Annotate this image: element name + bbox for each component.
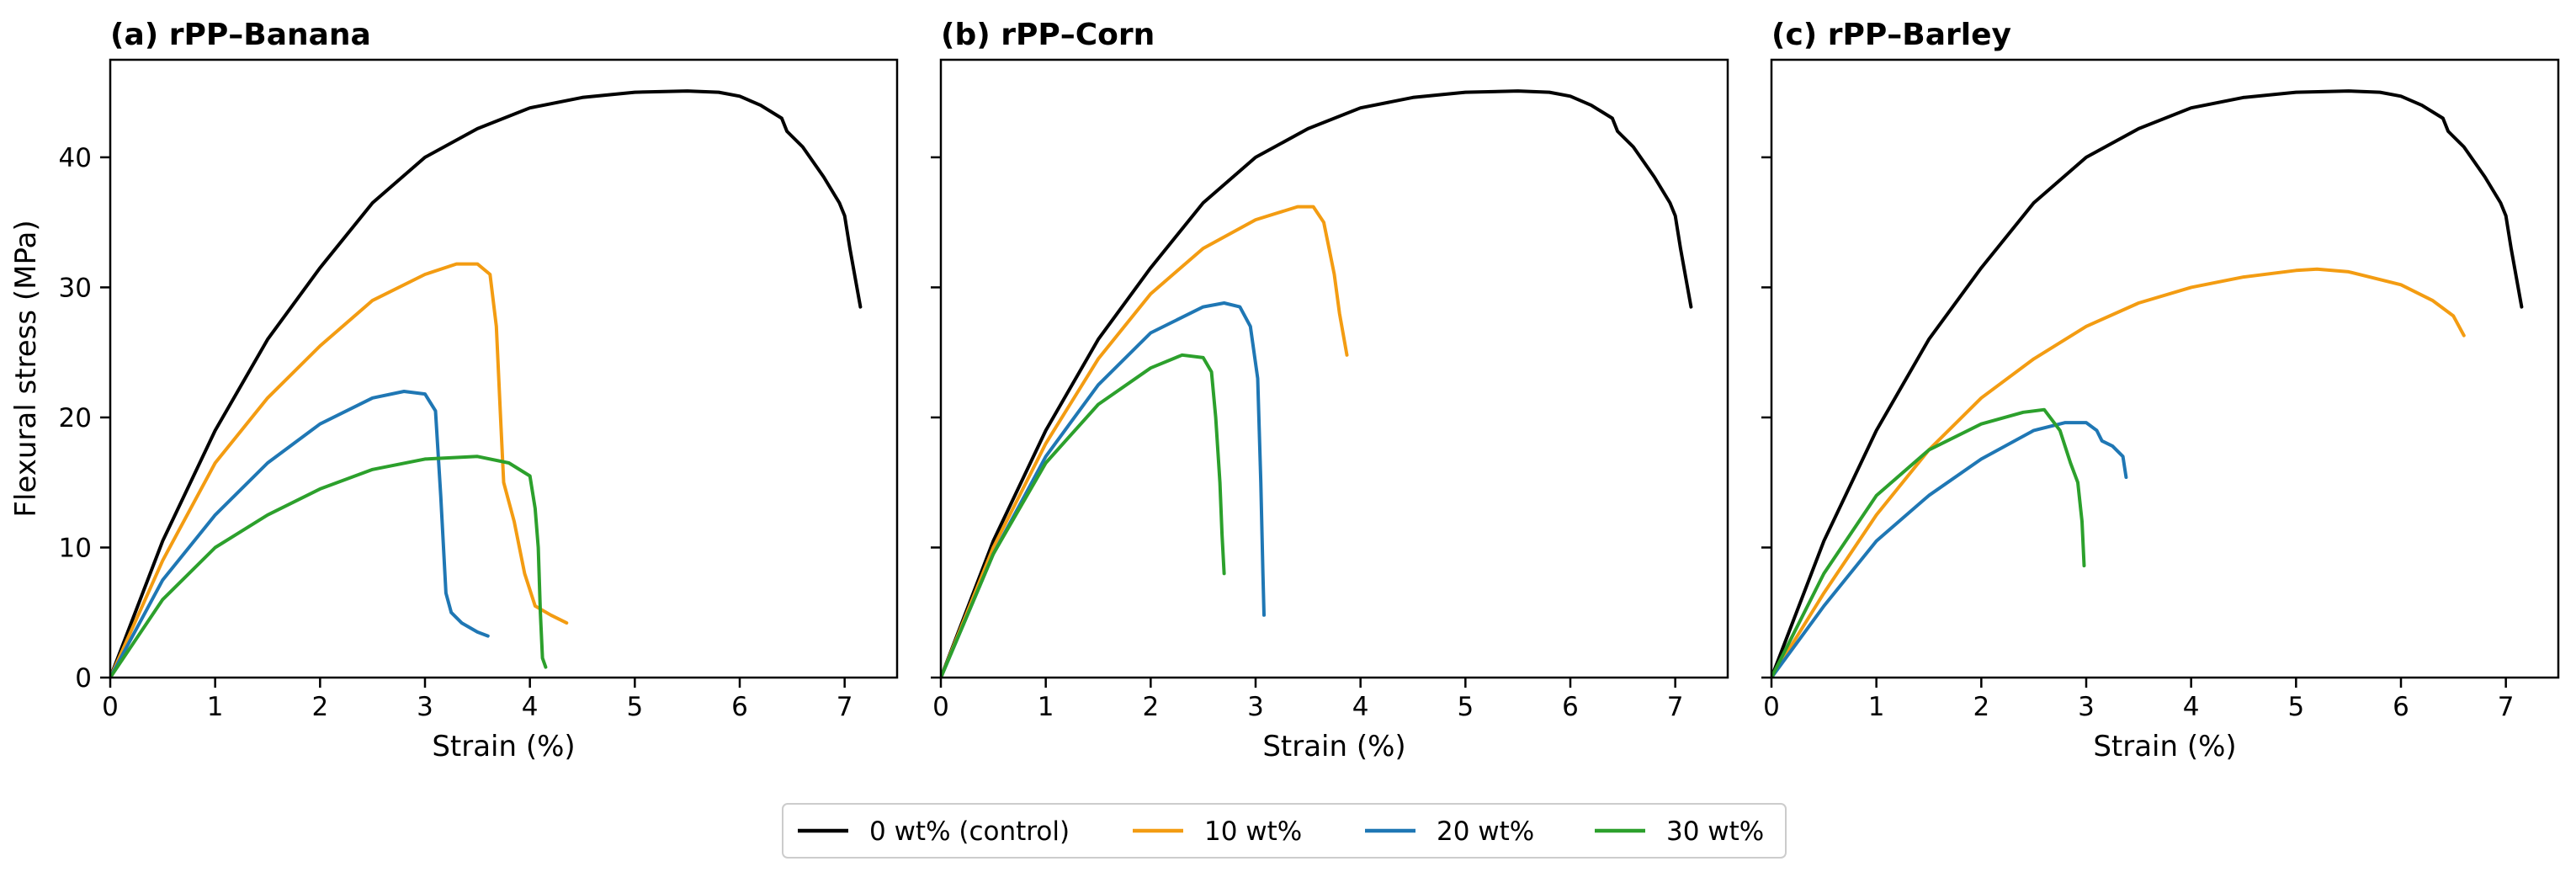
legend-entry: 30 wt% — [1595, 816, 1764, 847]
legend-box — [782, 803, 1787, 859]
series-line-30wt — [110, 455, 548, 678]
plot-frame — [1770, 58, 2560, 679]
y-tick-label: 20 — [59, 403, 92, 433]
legend-label: 10 wt% — [1204, 816, 1302, 847]
x-tick-label: 6 — [731, 692, 748, 722]
legend-entry: 10 wt% — [1133, 816, 1302, 847]
series-line-30wt — [941, 353, 1226, 678]
series-group — [941, 89, 1693, 678]
x-tick-label: 4 — [1352, 692, 1369, 722]
legend-entry: 20 wt% — [1365, 816, 1534, 847]
y-tick-label: 40 — [59, 143, 92, 173]
x-axis-label: Strain (%) — [2093, 730, 2236, 763]
x-tick-label: 3 — [417, 692, 433, 722]
x-tick-label: 7 — [1667, 692, 1684, 722]
legend-label: 0 wt% (control) — [869, 816, 1070, 847]
panel-2: (b) rPP–Corn 0 1 2 3 4 5 6 7 Strain (%) — [931, 18, 1729, 763]
series-line-10wt — [1771, 267, 2466, 678]
series-group — [1771, 89, 2524, 678]
x-tick-label: 3 — [1247, 692, 1264, 722]
x-tick-label: 6 — [2393, 692, 2409, 722]
series-line-control — [1771, 89, 2524, 678]
x-tick-label: 0 — [932, 692, 949, 722]
x-tick-label: 0 — [102, 692, 119, 722]
panel-1: (a) rPP–Banana 0 1 2 3 4 5 6 7 0 10 20 30 40 Strain (%… — [9, 18, 899, 763]
series-line-20wt — [1771, 421, 2128, 678]
panel-3: (c) rPP–Barley 0 1 2 3 4 5 6 7 Strain (%) — [1761, 18, 2560, 763]
x-tick-label: 1 — [207, 692, 224, 722]
x-tick-label: 1 — [1868, 692, 1885, 722]
plot-frame — [109, 58, 899, 679]
plot-frame — [939, 58, 1729, 679]
series-line-20wt — [941, 301, 1266, 678]
x-tick-label: 3 — [2078, 692, 2095, 722]
x-tick-label: 2 — [1142, 692, 1159, 722]
x-tick-label: 4 — [522, 692, 539, 722]
x-axis-label: Strain (%) — [1262, 730, 1405, 763]
series-line-10wt — [941, 205, 1349, 678]
panel-title: (b) rPP–Corn — [941, 18, 1155, 52]
x-tick-label: 0 — [1763, 692, 1780, 722]
panel-title: (c) rPP–Barley — [1771, 18, 2011, 52]
x-tick-label: 6 — [1562, 692, 1579, 722]
y-tick-label: 10 — [59, 533, 92, 563]
y-axis-label: Flexural stress (MPa) — [9, 220, 43, 517]
x-tick-label: 5 — [1457, 692, 1474, 722]
panel-title: (a) rPP–Banana — [110, 18, 371, 52]
series-line-20wt — [110, 390, 490, 678]
series-line-control — [110, 89, 863, 678]
x-tick-label: 5 — [2287, 692, 2304, 722]
series-line-30wt — [1771, 407, 2086, 678]
x-tick-label: 1 — [1038, 692, 1054, 722]
series-line-10wt — [110, 262, 569, 678]
y-tick-label: 30 — [59, 273, 92, 303]
x-tick-label: 5 — [626, 692, 643, 722]
x-tick-label: 4 — [2183, 692, 2200, 722]
series-line-control — [941, 89, 1693, 678]
x-tick-label: 7 — [2498, 692, 2515, 722]
legend-label: 20 wt% — [1437, 816, 1534, 847]
x-tick-label: 2 — [311, 692, 328, 722]
legend: 0 wt% (control) 10 wt% 20 wt% 30 wt% — [782, 803, 1787, 859]
x-tick-label: 7 — [837, 692, 853, 722]
legend-entry: 0 wt% (control) — [798, 816, 1070, 847]
x-axis-label: Strain (%) — [432, 730, 575, 763]
x-tick-label: 2 — [1973, 692, 1989, 722]
series-group — [110, 89, 863, 678]
y-tick-label: 0 — [75, 663, 92, 694]
legend-label: 30 wt% — [1666, 816, 1764, 847]
